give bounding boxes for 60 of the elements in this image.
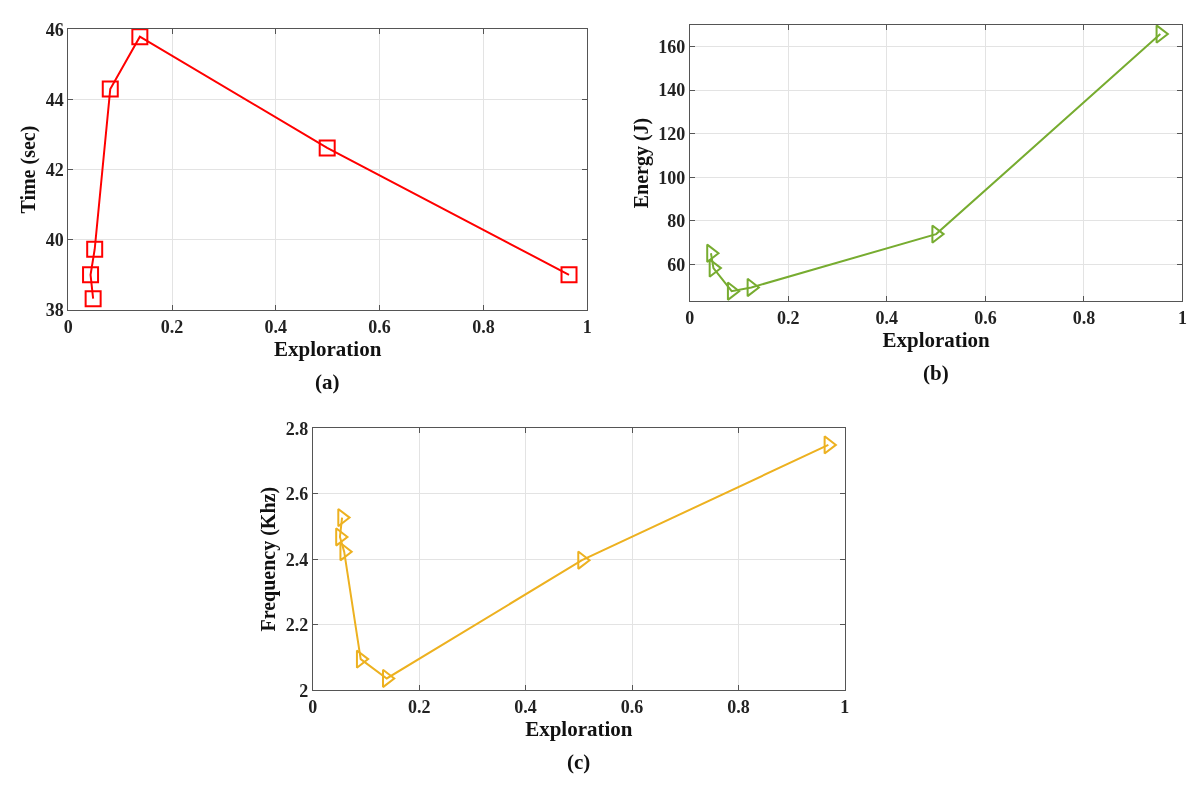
y-tick-label: 2.8 [285,418,309,439]
point [131,28,149,46]
y-tick-label: 46 [45,19,64,40]
x-tick-label: 0 [63,316,73,337]
x-tick-label: 0.6 [974,308,997,329]
y-tick-label: 160 [658,36,686,57]
point [82,266,100,284]
x-axis-title: Exploration [274,336,382,361]
point [823,435,837,455]
y-tick-label: 44 [45,89,64,110]
x-tick-label: 0.4 [264,316,288,337]
y-tick-label: 2.4 [285,549,309,570]
y-tick-label: 42 [45,159,64,180]
point [560,266,578,284]
x-axis-title: Exploration [525,716,633,741]
point [708,258,722,278]
x-tick-label: 0.2 [160,316,184,337]
y-axis-title: Frequency (Khz) [257,486,281,632]
point [84,290,102,308]
point [335,527,349,547]
x-tick-label: 0.2 [407,696,431,717]
x-axis-title: Exploration [882,328,991,353]
x-tick-label: 1 [1177,308,1187,329]
y-tick-label: 60 [667,254,686,275]
x-tick-label: 0.8 [727,696,750,717]
y-tick-label: 140 [658,80,686,101]
y-tick-label: 2 [299,680,309,701]
y-tick-label: 2.6 [285,484,309,504]
point [339,542,353,562]
x-tick-label: 0.4 [514,696,537,717]
x-tick-label: 0.6 [368,316,391,337]
x-tick-label: 0.8 [472,316,495,337]
x-tick-label: 0.6 [620,696,644,717]
y-tick-label: 100 [658,167,686,188]
point [101,80,119,98]
y-tick-label: 120 [658,123,686,144]
x-tick-label: 1 [840,696,850,717]
text: (b) [923,361,949,385]
y-tick-label: 40 [45,230,64,251]
y-tick-label: 38 [45,300,64,321]
x-tick-label: 1 [582,316,592,337]
point [706,243,720,263]
x-tick-label: 0.8 [1072,308,1096,329]
point [1155,24,1169,44]
x-tick-label: 0 [685,308,695,329]
y-axis-title: Time (sec) [17,125,41,214]
point [318,139,336,157]
point [931,224,945,244]
point [726,281,741,301]
point [355,649,370,669]
y-tick-label: 80 [667,211,686,232]
y-axis-title: Energy (J) [629,117,653,209]
x-tick-label: 0 [308,696,318,717]
text: (c) [567,750,591,774]
point [86,240,104,258]
x-tick-label: 0.4 [875,308,899,329]
y-tick-label: 2.2 [285,615,309,636]
text: (a) [315,370,340,394]
point [577,550,591,570]
x-tick-label: 0.2 [777,308,800,329]
